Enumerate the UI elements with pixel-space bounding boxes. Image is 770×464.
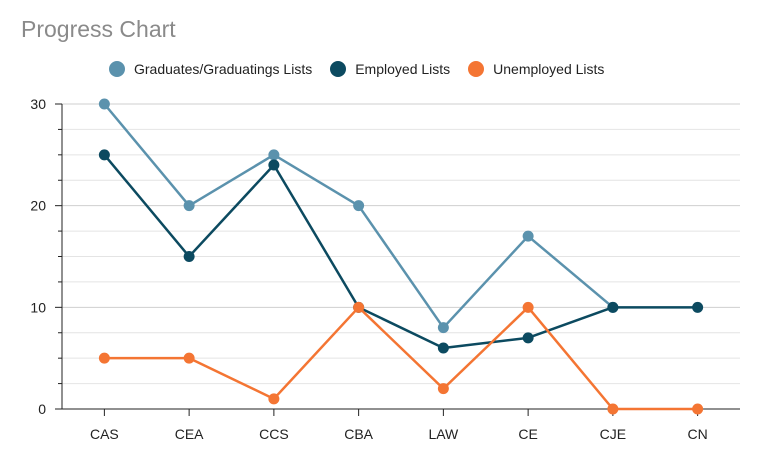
chart-title: Progress Chart [21, 16, 176, 42]
x-tick-label: CE [518, 426, 537, 442]
series-point-1 [437, 342, 449, 354]
x-tick-label: CJE [600, 426, 626, 442]
legend-swatch-graduates [109, 61, 125, 77]
x-tick-label: CBA [344, 426, 373, 442]
x-tick-label: CCS [259, 426, 289, 442]
series-line-1 [103, 154, 698, 350]
series-point-2 [353, 301, 365, 313]
series-point-2 [268, 393, 280, 405]
series-point-0 [353, 200, 365, 212]
y-tick-label: 0 [38, 401, 46, 417]
legend-item-unemployed[interactable]: Unemployed Lists [468, 61, 604, 77]
series-point-2 [437, 383, 449, 395]
y-tick-label: 30 [30, 96, 46, 112]
x-tick-label: CN [688, 426, 708, 442]
series-point-2 [98, 352, 110, 364]
legend-label-unemployed: Unemployed Lists [493, 61, 605, 77]
series-point-2 [183, 352, 195, 364]
y-tick-label: 20 [30, 198, 46, 214]
series-point-2 [522, 301, 534, 313]
series-line-0 [103, 103, 614, 329]
x-tick-label: CAS [90, 426, 119, 442]
series-point-0 [98, 98, 110, 110]
legend: Graduates/Graduatings Lists Employed Lis… [109, 61, 604, 77]
series-point-0 [268, 149, 280, 161]
legend-swatch-unemployed [468, 61, 485, 77]
series-point-1 [268, 159, 280, 171]
legend-label-graduates: Graduates/Graduatings Lists [134, 61, 313, 77]
x-tick-label: CEA [175, 426, 204, 442]
x-tick-label: LAW [428, 426, 459, 442]
series-point-1 [183, 251, 195, 262]
series-point-2 [607, 403, 619, 415]
legend-label-employed: Employed Lists [355, 61, 451, 77]
legend-item-employed[interactable]: Employed Lists [330, 61, 450, 77]
series-point-0 [183, 200, 195, 212]
legend-swatch-employed [330, 61, 347, 77]
series-point-1 [522, 332, 534, 344]
series-point-1 [692, 301, 704, 313]
series-point-2 [692, 403, 704, 415]
series-point-0 [522, 230, 534, 242]
series-point-1 [607, 301, 619, 313]
y-tick-label: 10 [30, 299, 46, 315]
series-line-2 [104, 306, 698, 411]
series-point-1 [98, 149, 110, 161]
series-point-0 [437, 322, 449, 334]
legend-item-graduates[interactable]: Graduates/Graduatings Lists [109, 61, 312, 77]
